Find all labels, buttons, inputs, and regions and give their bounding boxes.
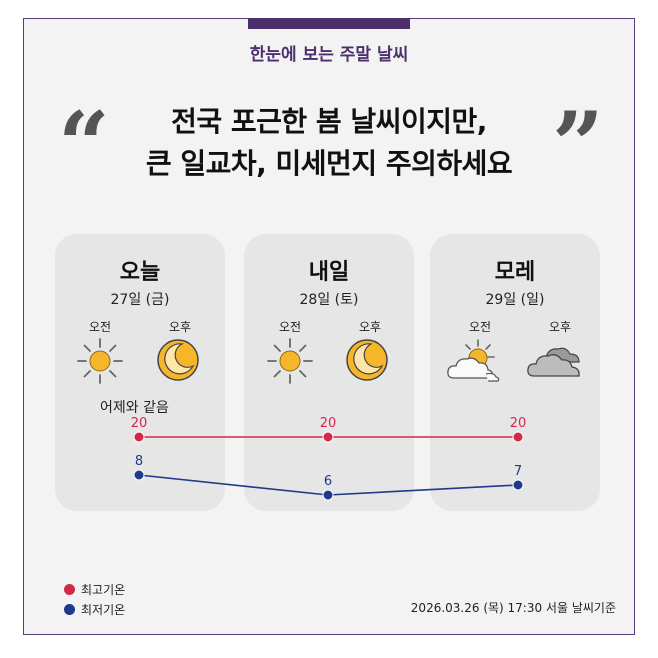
data-label-low: 6	[324, 474, 332, 489]
legend-low-label: 최저기온	[81, 603, 126, 617]
legend-high-label: 최고기온	[81, 583, 126, 597]
am-label: 오전	[468, 320, 492, 334]
day-date: 29일 (일)	[485, 292, 545, 308]
day-date: 28일 (토)	[299, 292, 359, 308]
legend-high-dot	[64, 584, 75, 595]
data-label-high: 20	[131, 416, 148, 431]
close-quote-icon: ”	[552, 92, 604, 198]
sun-icon	[267, 338, 313, 384]
day-card-tomorrow	[244, 234, 414, 511]
data-point-high	[133, 431, 145, 443]
pm-label: 오후	[548, 320, 572, 334]
partly-cloudy-icon	[447, 339, 500, 382]
data-point-low	[133, 469, 145, 481]
headline-line2: 큰 일교차, 미세먼지 주의하세요	[145, 147, 513, 180]
day-name: 모레	[494, 260, 536, 285]
am-label: 오전	[278, 320, 302, 334]
day-name: 내일	[308, 260, 350, 285]
data-label-high: 20	[320, 416, 337, 431]
am-label: 오전	[88, 320, 112, 334]
headline-line1: 전국 포근한 봄 날씨이지만,	[171, 105, 487, 138]
top-accent-bar	[248, 18, 410, 29]
cloud-icon	[527, 347, 580, 377]
legend-high: 최고기온	[64, 581, 125, 598]
moon-icon	[157, 339, 199, 381]
data-point-high	[512, 431, 524, 443]
day-name: 오늘	[119, 260, 161, 285]
day-card-today	[55, 234, 225, 511]
pm-label: 오후	[168, 320, 192, 334]
legend-low-dot	[64, 604, 75, 615]
data-point-low	[322, 489, 334, 501]
data-label-low: 7	[514, 464, 522, 479]
data-point-low	[512, 479, 524, 491]
subtitle: 한눈에 보는 주말 날씨	[249, 45, 409, 65]
today-note: 어제와 같음	[100, 400, 169, 416]
open-quote-icon: “	[58, 92, 110, 198]
legend-low: 최저기온	[64, 601, 125, 618]
sun-icon	[77, 338, 123, 384]
data-label-low: 8	[135, 454, 143, 469]
pm-label: 오후	[358, 320, 382, 334]
data-point-high	[322, 431, 334, 443]
data-label-high: 20	[510, 416, 527, 431]
day-date: 27일 (금)	[110, 292, 170, 308]
footer-timestamp: 2026.03.26 (목) 17:30 서울 날씨기준	[410, 601, 616, 615]
moon-icon	[346, 339, 388, 381]
